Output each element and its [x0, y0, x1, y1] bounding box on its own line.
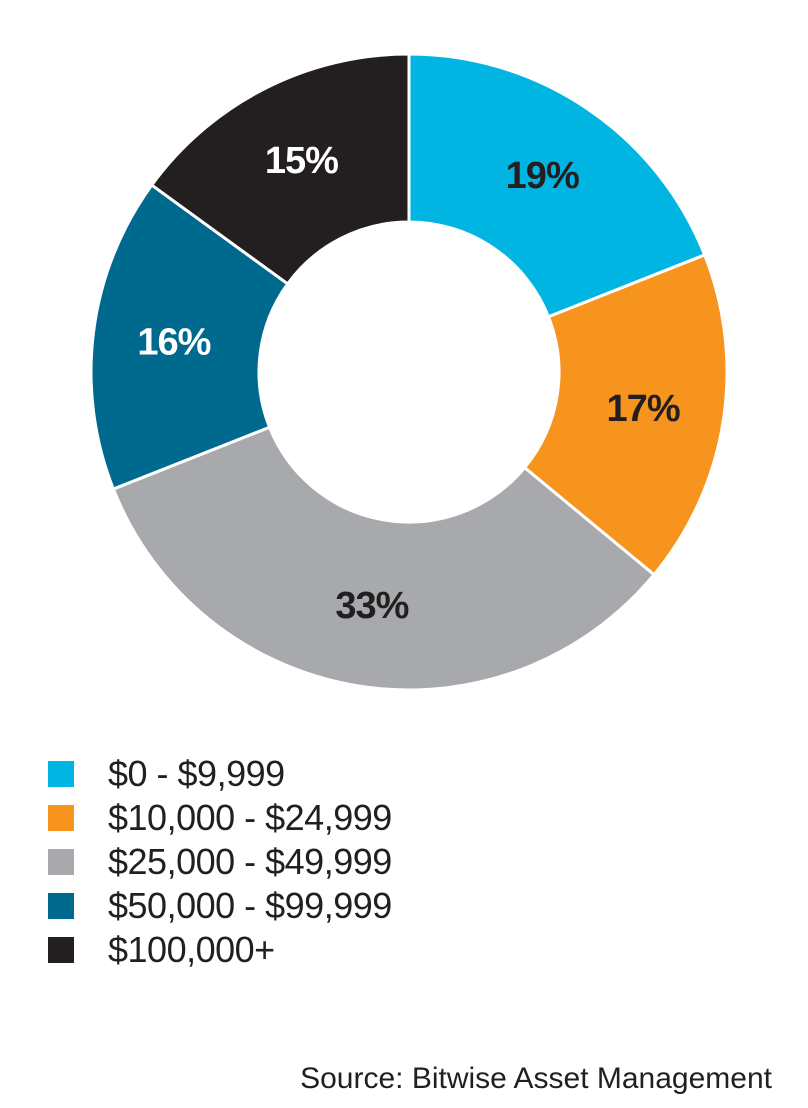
- slice-label-100000-plus: 15%: [265, 140, 338, 182]
- chart-legend: $0 - $9,999 $10,000 - $24,999 $25,000 - …: [48, 752, 392, 972]
- donut-chart: 19% 17% 33% 16% 15%: [89, 52, 729, 692]
- slice-label-50000-99999: 16%: [137, 321, 210, 363]
- legend-swatch-0-9999: [48, 761, 74, 787]
- slice-25000-49999: [111, 425, 657, 692]
- legend-label-50000-99999: $50,000 - $99,999: [108, 885, 392, 926]
- legend-label-100000-plus: $100,000+: [108, 929, 275, 970]
- source-note: Source: Bitwise Asset Management: [300, 1062, 772, 1095]
- legend-item-0-9999: $0 - $9,999: [48, 752, 392, 796]
- legend-label-0-9999: $0 - $9,999: [108, 753, 285, 794]
- slice-label-25000-49999: 33%: [335, 585, 408, 627]
- legend-item-25000-49999: $25,000 - $49,999: [48, 840, 392, 884]
- legend-swatch-10000-24999: [48, 805, 74, 831]
- legend-item-50000-99999: $50,000 - $99,999: [48, 884, 392, 928]
- legend-item-100000-plus: $100,000+: [48, 928, 392, 972]
- legend-label-25000-49999: $25,000 - $49,999: [108, 841, 392, 882]
- legend-swatch-50000-99999: [48, 893, 74, 919]
- slice-0-9999: [407, 52, 707, 319]
- slice-50000-99999: [89, 182, 290, 492]
- legend-item-10000-24999: $10,000 - $24,999: [48, 796, 392, 840]
- legend-swatch-25000-49999: [48, 849, 74, 875]
- slice-label-10000-24999: 17%: [607, 388, 680, 430]
- slice-label-0-9999: 19%: [506, 155, 579, 197]
- legend-swatch-100000-plus: [48, 937, 74, 963]
- legend-label-10000-24999: $10,000 - $24,999: [108, 797, 392, 838]
- slice-10000-24999: [522, 252, 729, 577]
- slice-100000-plus: [149, 52, 411, 286]
